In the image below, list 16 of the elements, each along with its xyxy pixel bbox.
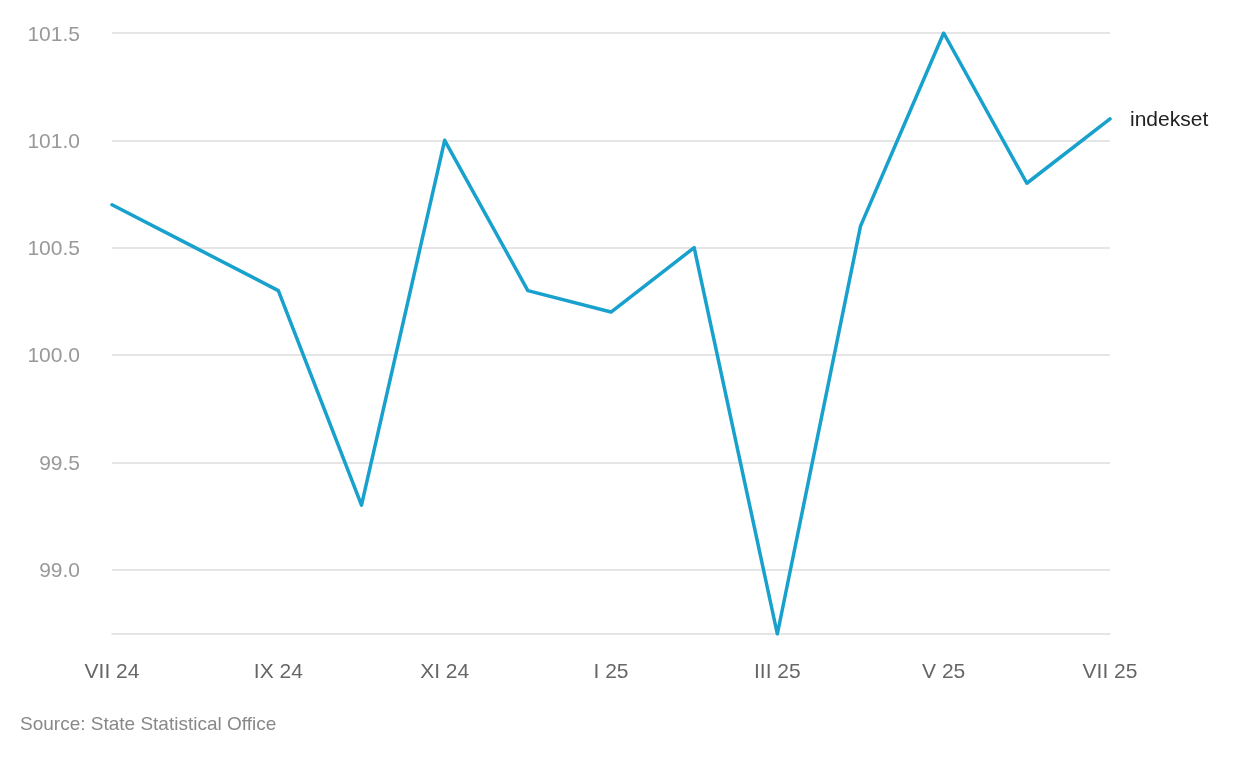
source-note: Source: State Statistical Office: [20, 713, 277, 734]
y-tick-label: 99.0: [39, 558, 80, 582]
y-tick-label: 100.5: [27, 236, 80, 260]
y-tick-label: 101.5: [27, 21, 80, 45]
x-tick-label: V 25: [922, 659, 966, 682]
x-tick-label: III 25: [753, 659, 801, 682]
x-tick-label: IX 24: [253, 659, 304, 682]
y-tick-label: 101.0: [27, 128, 80, 152]
series-label: indekset: [1130, 107, 1209, 131]
x-tick-label: I 25: [593, 659, 629, 682]
x-tick-label: VII 25: [1082, 659, 1138, 682]
x-tick-label: VII 24: [84, 659, 140, 682]
y-tick-label: 99.5: [39, 450, 80, 474]
y-tick-label: 100.0: [27, 343, 80, 367]
line-series: [110, 31, 1112, 636]
x-tick-label: XI 24: [420, 659, 470, 682]
